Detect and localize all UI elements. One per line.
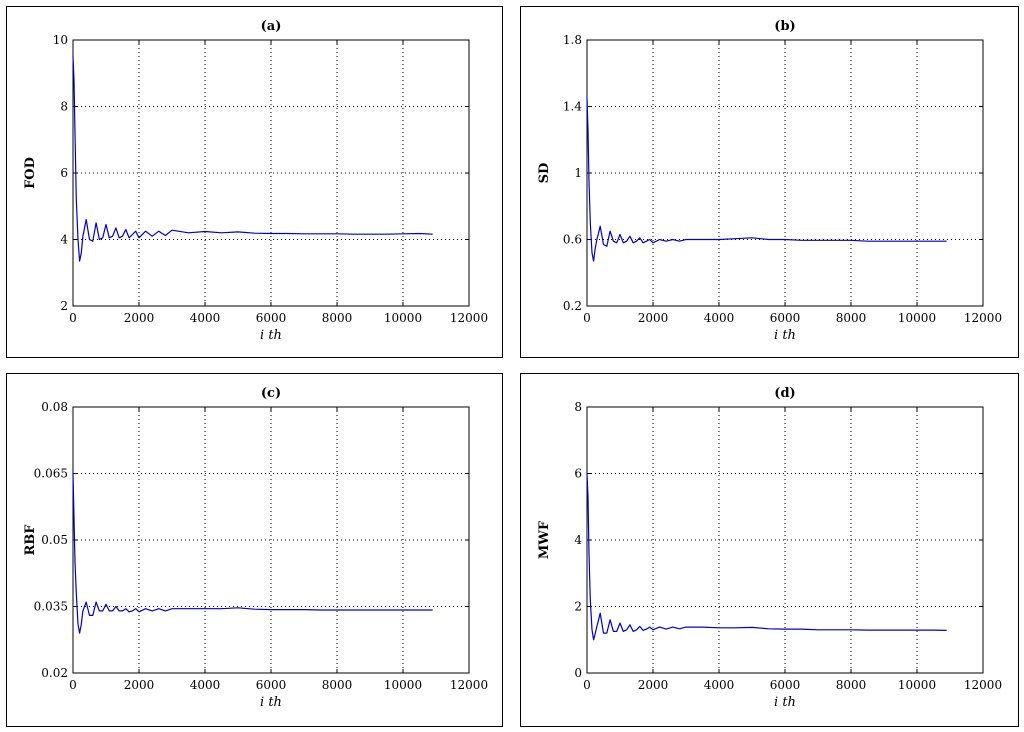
x-tick-label: 6000 <box>770 678 801 692</box>
x-tick-label: 12000 <box>450 311 488 325</box>
x-tick-label: 12000 <box>964 678 1002 692</box>
chart-panel-c: (c) 0 2000 4000 6000 8000 10000 12000 0.02 0.035 0… <box>6 373 503 727</box>
y-tick-label: 0.2 <box>563 299 582 313</box>
x-tick-label: 6000 <box>256 678 287 692</box>
x-tick-label: 0 <box>583 311 591 325</box>
x-tick-label: 4000 <box>704 678 735 692</box>
chart-b: (b) 0 2000 4000 6000 8000 10000 12000 0.2 0.6 1 1.4… <box>537 19 1002 343</box>
x-tick-label: 12000 <box>964 311 1002 325</box>
x-tick-label: 8000 <box>836 311 867 325</box>
x-tick-label: 4000 <box>190 678 221 692</box>
x-tick-label: 8000 <box>836 678 867 692</box>
x-tick-label: 10000 <box>384 678 422 692</box>
series-line-c <box>72 473 433 634</box>
series-line-d <box>586 473 947 641</box>
x-tick-label: 0 <box>69 678 77 692</box>
chart-title-c: (c) <box>261 386 281 401</box>
plot-area-frame <box>72 406 470 674</box>
chart-c: (c) 0 2000 4000 6000 8000 10000 12000 0.02 0.035 0… <box>23 386 488 710</box>
series-line-b <box>586 98 947 262</box>
y-tick-label: 0.035 <box>34 600 68 614</box>
chart-title-b: (b) <box>774 19 795 34</box>
y-tick-label: 0.02 <box>41 666 68 680</box>
x-tick-label: 4000 <box>190 311 221 325</box>
x-tick-label: 2000 <box>124 311 155 325</box>
x-tick-label: 4000 <box>704 311 735 325</box>
x-tick-label: 6000 <box>770 311 801 325</box>
plot-area-frame <box>586 39 984 307</box>
y-tick-label: 2 <box>60 299 68 313</box>
x-tick-label: 0 <box>583 678 591 692</box>
chart-title-d: (d) <box>774 386 795 401</box>
y-tick-label: 4 <box>60 233 68 247</box>
x-tick-label: 2000 <box>124 678 155 692</box>
x-tick-label: 8000 <box>322 678 353 692</box>
chart-panel-d: (d) 0 2000 4000 6000 8000 10000 12000 0 2 4 6 8 i th M… <box>520 373 1019 727</box>
y-tick-label: 6 <box>60 166 68 180</box>
y-tick-label: 0.065 <box>34 467 68 481</box>
x-tick-label: 10000 <box>384 311 422 325</box>
chart-panel-a: (a) 0 2000 4000 6000 8000 10000 12000 2 4 6 8 10 i th… <box>6 6 503 358</box>
x-axis-label: i th <box>774 695 796 710</box>
chart-panel-b: (b) 0 2000 4000 6000 8000 10000 12000 0.2 0.6 1 1.4… <box>520 6 1019 358</box>
x-tick-label: 0 <box>69 311 77 325</box>
y-axis-label: RBF <box>23 524 38 556</box>
y-tick-label: 1.4 <box>563 100 582 114</box>
chart-d: (d) 0 2000 4000 6000 8000 10000 12000 0 2 4 6 8 i th M… <box>537 386 1002 710</box>
x-tick-label: 2000 <box>638 311 669 325</box>
x-axis-label: i th <box>774 328 796 343</box>
plot-area-frame <box>586 406 984 674</box>
y-tick-label: 1.8 <box>563 33 582 47</box>
x-axis-label: i th <box>260 328 282 343</box>
x-tick-label: 12000 <box>450 678 488 692</box>
plot-area-frame <box>72 39 470 307</box>
x-tick-label: 10000 <box>898 311 936 325</box>
y-tick-label: 0.6 <box>563 233 582 247</box>
y-tick-label: 8 <box>60 100 68 114</box>
series-line-a <box>72 56 433 262</box>
chart-a: (a) 0 2000 4000 6000 8000 10000 12000 2 4 6 8 10 i th… <box>23 19 488 343</box>
y-tick-label: 8 <box>574 400 582 414</box>
y-tick-label: 0 <box>574 666 582 680</box>
x-tick-label: 10000 <box>898 678 936 692</box>
chart-title-a: (a) <box>261 19 282 34</box>
y-axis-label: FOD <box>23 157 38 189</box>
y-tick-label: 10 <box>53 33 68 47</box>
x-tick-label: 2000 <box>638 678 669 692</box>
y-tick-label: 2 <box>574 600 582 614</box>
x-axis-label: i th <box>260 695 282 710</box>
y-tick-label: 4 <box>574 533 582 547</box>
x-tick-label: 8000 <box>322 311 353 325</box>
y-axis-label: SD <box>537 163 552 184</box>
x-tick-label: 6000 <box>256 311 287 325</box>
y-tick-label: 0.08 <box>41 400 68 414</box>
y-axis-label: MWF <box>537 520 552 559</box>
y-tick-label: 0.05 <box>41 533 68 547</box>
y-tick-label: 1 <box>574 166 582 180</box>
y-tick-label: 6 <box>574 467 582 481</box>
